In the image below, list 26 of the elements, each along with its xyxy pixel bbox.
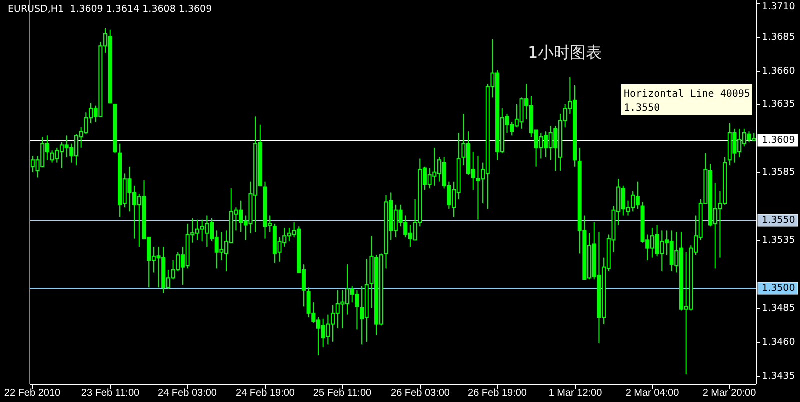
y-tick-label: 1.3535 [762,235,796,246]
y-tick-label: 1.3635 [762,99,796,110]
y-tick-label: 1.3685 [762,32,796,43]
x-tick-label: 25 Feb 11:00 [313,388,372,399]
x-tick-label: 26 Feb 19:00 [468,388,528,399]
ref-line-label: 1.3500 [762,283,796,294]
x-tick-label: 24 Feb 03:00 [158,388,218,399]
x-tick-label: 23 Feb 11:00 [81,388,140,399]
y-tick-label: 1.3435 [762,371,796,382]
y-tick-label: 1.3485 [762,303,796,314]
x-tick-label: 1 Mar 12:00 [548,388,603,399]
chart-title: EURUSD,H1 1.3609 1.3614 1.3608 1.3609 [8,4,212,15]
annotation: Horizontal Line 40095 1.3550 [624,89,750,114]
ref-line-label: 1.3609 [762,135,796,146]
x-tick-label: 24 Feb 19:00 [236,388,296,399]
ref-line-label: 1.3550 [762,215,796,226]
annotation: 1小时图表 [528,43,602,62]
y-tick-label: 1.3585 [762,167,796,178]
y-tick-label: 1.3710 [762,2,796,12]
x-tick-label: 2 Mar 04:00 [626,388,680,399]
y-tick-label: 1.3660 [762,66,796,77]
annotation-box: Horizontal Line 40095 1.3550 [620,84,754,116]
x-tick-label: 2 Mar 20:00 [702,388,757,399]
y-tick-label: 1.3460 [762,337,796,348]
x-tick-label: 22 Feb 2010 [4,388,62,399]
x-tick-label: 26 Feb 03:00 [391,388,450,399]
